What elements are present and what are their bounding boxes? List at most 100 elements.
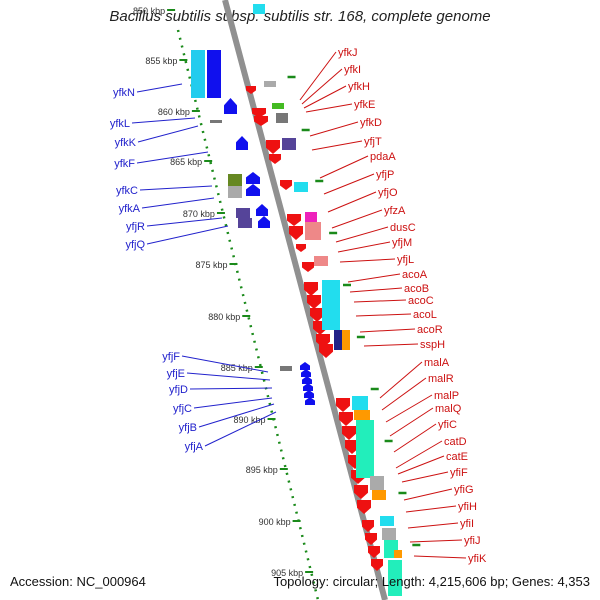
forward-gene-block: [342, 330, 350, 350]
forward-gene-block: [272, 103, 284, 109]
forward-gene-block: [264, 81, 276, 87]
ruler-tick-label: 865 kbp: [170, 157, 202, 167]
topology-text: Topology: circular; Length: 4,215,606 bp…: [273, 574, 590, 589]
right-gene-label: malA: [424, 357, 450, 369]
forward-gene-arrow: [310, 308, 324, 322]
ruler-tick-label: 855 kbp: [145, 56, 177, 66]
forward-gene-arrow: [302, 262, 314, 272]
ruler-tick-label: 860 kbp: [158, 107, 190, 117]
forward-gene-arrow: [354, 485, 368, 499]
right-gene-label: yfiC: [438, 419, 457, 431]
forward-gene-arrow: [365, 533, 377, 545]
forward-gene-arrow: [246, 86, 256, 94]
right-gene-label: yfkD: [360, 117, 382, 129]
reverse-gene-arrow: [305, 397, 315, 405]
reverse-gene-arrow: [256, 204, 268, 216]
forward-gene-arrow: [336, 398, 350, 412]
reverse-gene-arrow: [258, 216, 270, 228]
forward-gene-block: [305, 212, 317, 222]
left-gene-label: yfkL: [110, 118, 130, 130]
right-gene-label: catE: [446, 451, 468, 463]
left-gene-label: yfjE: [167, 368, 185, 380]
right-gene-leader: [311, 140, 363, 151]
right-gene-leader: [407, 522, 459, 529]
left-gene-label: yfkC: [116, 185, 138, 197]
ruler-tick-label: 850 kbp: [133, 6, 165, 16]
reverse-gene-arrow: [304, 390, 314, 398]
left-gene-leader: [198, 403, 275, 428]
right-gene-label: yfkE: [354, 99, 375, 111]
left-gene-label: yfjC: [173, 403, 192, 415]
right-gene-leader: [413, 555, 467, 559]
right-gene-label: yfkI: [344, 64, 361, 76]
forward-gene-arrow: [269, 154, 281, 164]
right-gene-leader: [319, 155, 369, 179]
left-gene-label: yfjB: [179, 422, 197, 434]
right-gene-label: acoL: [413, 309, 437, 321]
forward-gene-arrow: [254, 116, 268, 126]
right-gene-leader: [381, 377, 427, 411]
ruler-tick-label: 905 kbp: [271, 568, 303, 578]
right-gene-leader: [347, 273, 401, 283]
right-gene-leader: [309, 121, 359, 137]
forward-gene-block: [394, 550, 402, 558]
reverse-gene-block: [210, 120, 222, 123]
forward-gene-arrow: [289, 226, 303, 240]
left-gene-label: yfjR: [126, 221, 145, 233]
right-gene-leader: [393, 423, 437, 453]
forward-gene-arrow: [307, 295, 321, 309]
right-gene-leader: [305, 103, 353, 113]
right-gene-label: yfiK: [468, 553, 487, 565]
forward-gene-block: [372, 490, 386, 500]
right-gene-leader: [323, 173, 375, 195]
right-gene-leader: [355, 313, 412, 317]
forward-gene-block: [305, 222, 321, 240]
forward-gene-block: [322, 280, 340, 330]
left-gene-leader: [146, 217, 223, 227]
right-gene-leader: [353, 299, 407, 303]
right-gene-label: malR: [428, 373, 454, 385]
forward-gene-block: [354, 410, 370, 420]
forward-gene-block: [356, 420, 374, 478]
right-gene-leader: [389, 407, 434, 437]
right-gene-label: yfzA: [384, 205, 406, 217]
gene-labels: yfkN yfkL yfkK yfkF yfkC yfkA yfjR yfjQ yfjF yfjE…: [110, 47, 487, 565]
right-gene-label: acoA: [402, 269, 428, 281]
left-gene-label: yfjA: [185, 441, 204, 453]
gene-features: [191, 4, 402, 596]
left-gene-leader: [141, 197, 215, 209]
forward-gene-block: [334, 330, 342, 350]
forward-gene-block: [282, 138, 296, 150]
right-gene-label: malQ: [435, 403, 462, 415]
right-gene-label: malP: [434, 390, 459, 402]
reverse-gene-block: [228, 186, 242, 198]
left-gene-leader: [189, 387, 273, 390]
right-gene-label: yfjM: [392, 237, 412, 249]
forward-gene-block: [352, 396, 368, 410]
forward-gene-block: [380, 516, 394, 526]
forward-gene-arrow: [342, 426, 356, 440]
left-gene-label: yfjF: [162, 351, 180, 363]
forward-gene-arrow: [368, 546, 380, 558]
left-gene-label: yfjQ: [125, 239, 145, 251]
forward-gene-arrow: [266, 140, 280, 154]
forward-gene-block: [294, 182, 308, 192]
forward-gene-block: [253, 4, 265, 14]
right-gene-label: yfjP: [376, 169, 394, 181]
right-gene-label: yfjL: [397, 254, 414, 266]
right-gene-leader: [405, 505, 457, 513]
ruler-tick-label: 880 kbp: [208, 312, 240, 322]
forward-gene-arrow: [345, 440, 359, 454]
forward-gene-arrow: [357, 500, 371, 514]
left-gene-leader: [139, 185, 213, 191]
forward-gene-arrow: [287, 214, 301, 226]
reverse-gene-block: [207, 50, 221, 98]
forward-gene-arrow: [304, 282, 318, 296]
right-gene-label: yfkH: [348, 81, 370, 93]
right-gene-leader: [379, 361, 423, 399]
left-gene-leader: [131, 117, 196, 124]
left-gene-leader: [186, 372, 271, 381]
right-gene-label: yfkJ: [338, 47, 358, 59]
reverse-gene-arrow: [236, 136, 248, 150]
